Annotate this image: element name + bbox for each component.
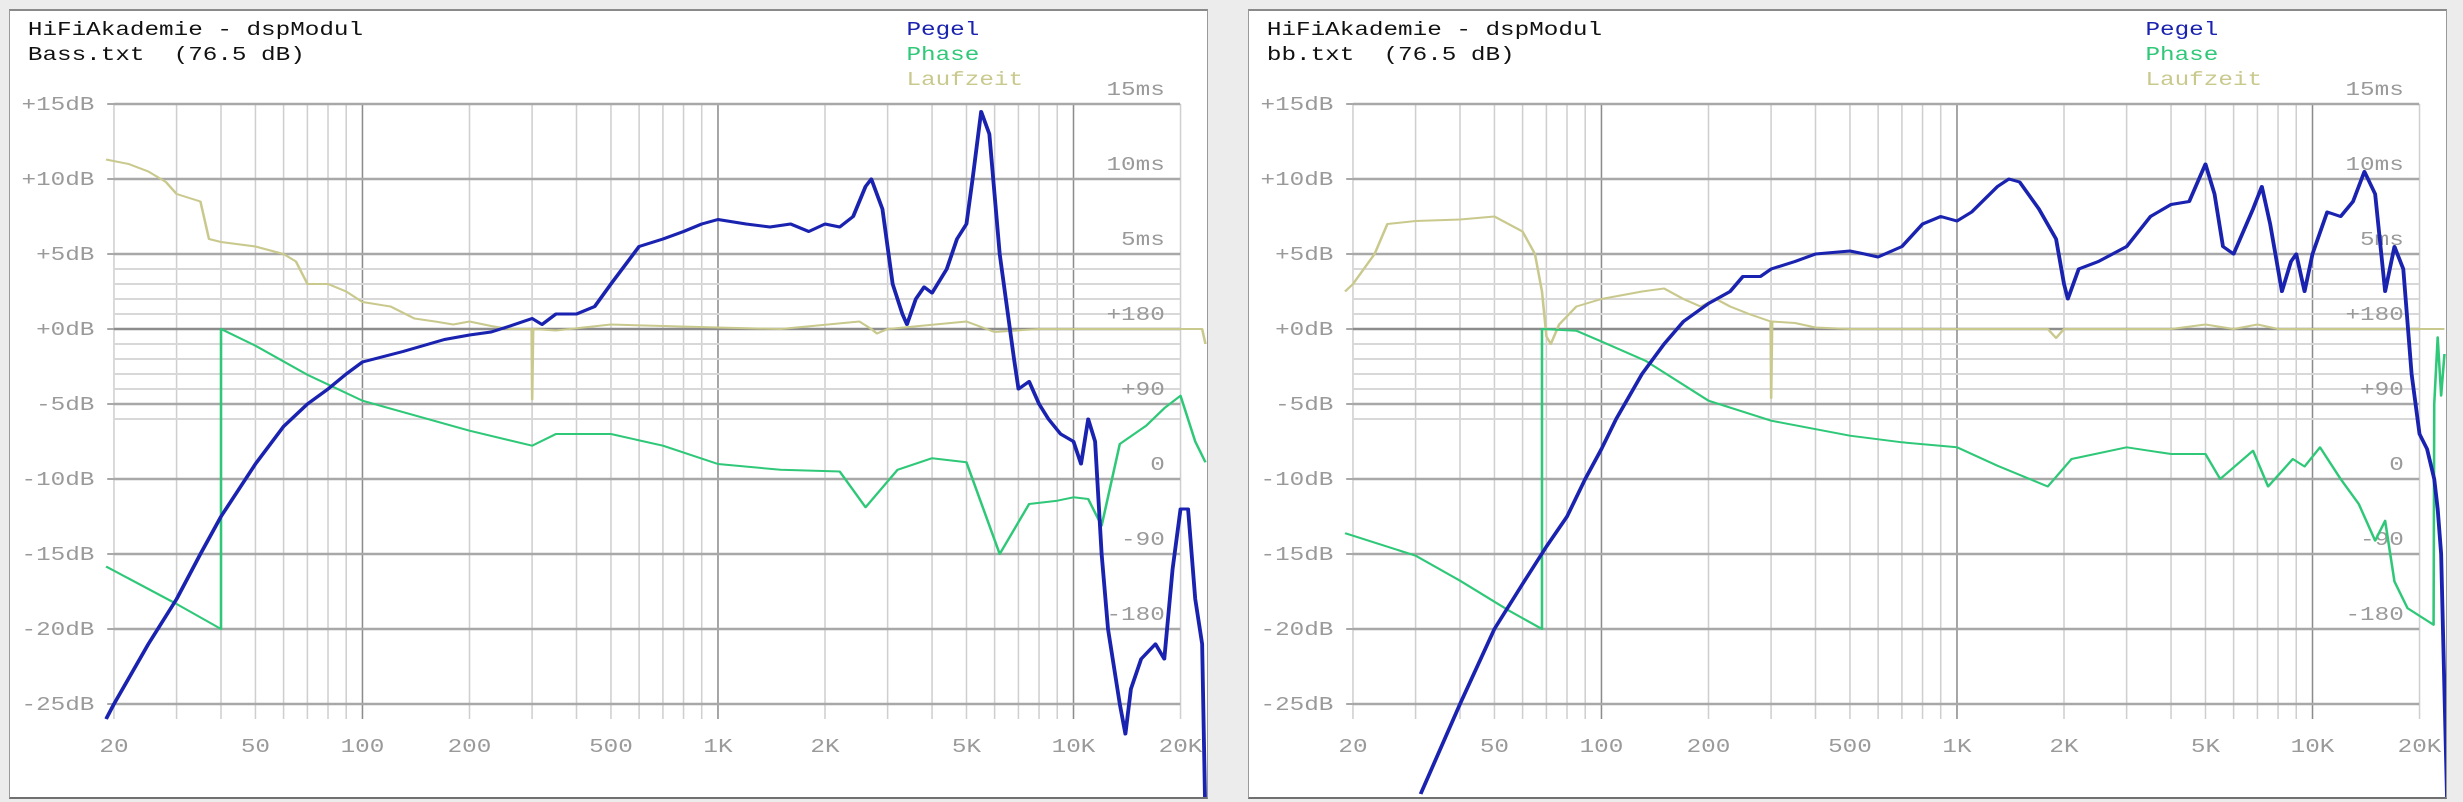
laufzeit-tick-label: 5ms: [1121, 229, 1165, 251]
y-tick-label: -10dB: [22, 469, 95, 491]
legend-pegel: Pegel: [906, 19, 979, 41]
frequency-response-chart: +15dB +10dB +5dB +0dB -5dB -10dB -15dB -20dB -25…: [22, 19, 1207, 797]
y-tick-label: +5dB: [36, 244, 94, 266]
chart-subtitle: Bass.txt (76.5 dB): [28, 44, 305, 66]
legend-phase: Phase: [2145, 44, 2218, 66]
y-tick-label: -15dB: [22, 544, 95, 566]
legend-laufzeit: Laufzeit: [906, 69, 1023, 91]
frequency-response-chart: +15dB +10dB +5dB +0dB -5dB -10dB -15dB -20dB -25…: [1261, 19, 2446, 797]
chart-panel-bb: +15dB +10dB +5dB +0dB -5dB -10dB -15dB -20dB -25…: [1248, 9, 2447, 799]
y-tick-label: +0dB: [1275, 319, 1333, 341]
laufzeit-tick-label: 15ms: [2346, 79, 2404, 101]
chart-title: HiFiAkademie - dspModul: [1267, 19, 1602, 41]
phase-tick-label: +90: [2360, 379, 2404, 401]
x-tick-label: 1K: [703, 736, 733, 758]
y-tick-label: -5dB: [1275, 394, 1333, 416]
y-tick-label: -5dB: [36, 394, 94, 416]
x-tick-label: 500: [1828, 736, 1872, 758]
phase-tick-label: +90: [1121, 379, 1165, 401]
phase-tick-label: 0: [1150, 454, 1165, 476]
curves: [104, 110, 1207, 797]
x-tick-label: 5K: [2191, 736, 2221, 758]
y-tick-label: -20dB: [22, 619, 95, 641]
phase-tick-label: -90: [1121, 529, 1165, 551]
x-tick-label: 20K: [2398, 736, 2443, 758]
x-tick-label: 500: [589, 736, 633, 758]
laufzeit-curve: [105, 158, 1207, 401]
y-tick-label: -25dB: [22, 694, 95, 716]
laufzeit-tick-label: 15ms: [1107, 79, 1165, 101]
phase-curve: [1344, 328, 2446, 630]
x-tick-label: 20: [1338, 736, 1367, 758]
y-tick-label: -20dB: [1261, 619, 1334, 641]
laufzeit-curve: [1344, 215, 2445, 399]
phase-tick-label: +180: [2346, 304, 2404, 326]
chart-panel-bass: +15dB +10dB +5dB +0dB -5dB -10dB -15dB -20dB -25…: [9, 9, 1208, 799]
y-tick-label: +15dB: [1261, 94, 1334, 116]
legend-phase: Phase: [906, 44, 979, 66]
phase-tick-label: -180: [2346, 604, 2404, 626]
x-tick-label: 50: [241, 736, 270, 758]
x-tick-label: 200: [1687, 736, 1731, 758]
legend-laufzeit: Laufzeit: [2145, 69, 2262, 91]
chart-title: HiFiAkademie - dspModul: [28, 19, 363, 41]
x-tick-label: 2K: [810, 736, 840, 758]
chart-subtitle: bb.txt (76.5 dB): [1267, 44, 1515, 66]
x-tick-label: 200: [448, 736, 492, 758]
y-tick-label: +10dB: [22, 169, 95, 191]
x-tick-label: 10K: [2291, 736, 2336, 758]
phase-tick-label: 0: [2389, 454, 2404, 476]
laufzeit-tick-label: 10ms: [2346, 154, 2404, 176]
phase-tick-label: -90: [2360, 529, 2404, 551]
y-tick-label: +10dB: [1261, 169, 1334, 191]
legend-pegel: Pegel: [2145, 19, 2218, 41]
x-tick-label: 1K: [1942, 736, 1972, 758]
y-tick-label: -10dB: [1261, 469, 1334, 491]
pegel-curve: [104, 110, 1207, 797]
y-tick-label: +15dB: [22, 94, 95, 116]
x-tick-label: 50: [1480, 736, 1509, 758]
grid: [107, 102, 1182, 719]
curves: [1344, 162, 2446, 797]
phase-curve: [105, 328, 1207, 630]
x-tick-label: 5K: [952, 736, 982, 758]
phase-tick-label: -180: [1107, 604, 1165, 626]
laufzeit-tick-label: 5ms: [2360, 229, 2404, 251]
x-tick-label: 100: [1580, 736, 1624, 758]
y-tick-label: +5dB: [1275, 244, 1333, 266]
pegel-curve: [1418, 162, 2446, 797]
laufzeit-tick-label: 10ms: [1107, 154, 1165, 176]
grid: [1346, 102, 2421, 719]
x-tick-label: 20K: [1159, 736, 1204, 758]
x-tick-label: 20: [99, 736, 128, 758]
y-tick-label: -15dB: [1261, 544, 1334, 566]
y-tick-label: +0dB: [36, 319, 94, 341]
x-tick-label: 10K: [1052, 736, 1097, 758]
y-tick-label: -25dB: [1261, 694, 1334, 716]
phase-tick-label: +180: [1107, 304, 1165, 326]
x-tick-label: 100: [341, 736, 385, 758]
x-tick-label: 2K: [2049, 736, 2079, 758]
